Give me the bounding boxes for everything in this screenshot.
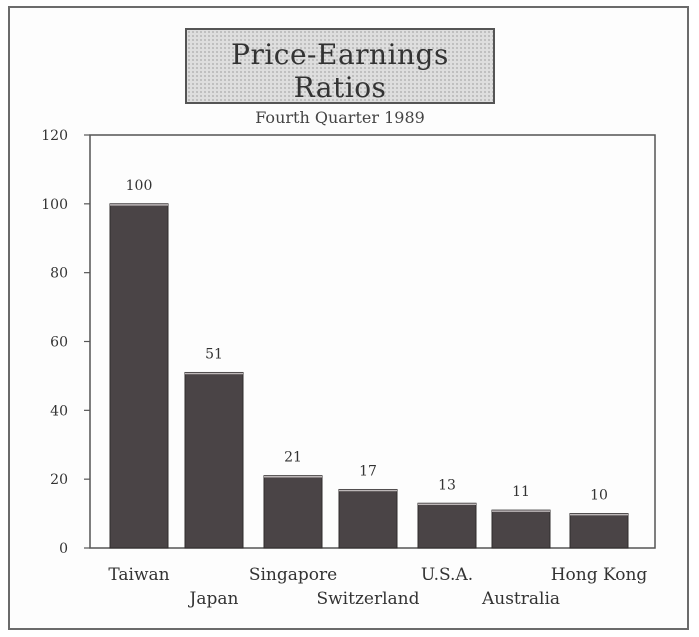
data-label: 11 [512, 484, 530, 500]
bar [338, 488, 398, 549]
bar [184, 371, 244, 549]
data-label: 13 [438, 477, 456, 493]
data-label: 10 [590, 488, 608, 504]
bar [491, 509, 551, 549]
category-label: Singapore [249, 565, 337, 585]
data-label: 51 [205, 346, 223, 362]
category-label: U.S.A. [421, 565, 473, 585]
title-box: Price-Earnings Ratios Fourth Quarter 198… [185, 28, 495, 127]
data-label: 21 [284, 450, 302, 466]
category-label: Australia [481, 589, 560, 609]
chart-title: Price-Earnings Ratios [231, 38, 449, 104]
data-label: 17 [359, 463, 377, 479]
plot-area [89, 134, 656, 549]
y-tick-label: 80 [50, 266, 68, 282]
y-tick-label: 20 [50, 472, 68, 488]
chart-subtitle: Fourth Quarter 1989 [255, 108, 425, 127]
category-label: Switzerland [316, 589, 419, 609]
bar [109, 203, 169, 549]
category-label: Japan [188, 589, 239, 609]
category-label: Hong Kong [551, 565, 648, 585]
y-tick-label: 0 [59, 541, 68, 557]
bar [417, 502, 477, 549]
y-tick-label: 120 [41, 128, 68, 144]
bar [263, 475, 323, 549]
y-tick-label: 60 [50, 335, 68, 351]
y-tick-label: 100 [41, 197, 68, 213]
bar [569, 513, 629, 549]
data-label: 100 [126, 178, 153, 194]
y-tick-label: 40 [50, 403, 68, 419]
category-label: Taiwan [108, 565, 169, 585]
